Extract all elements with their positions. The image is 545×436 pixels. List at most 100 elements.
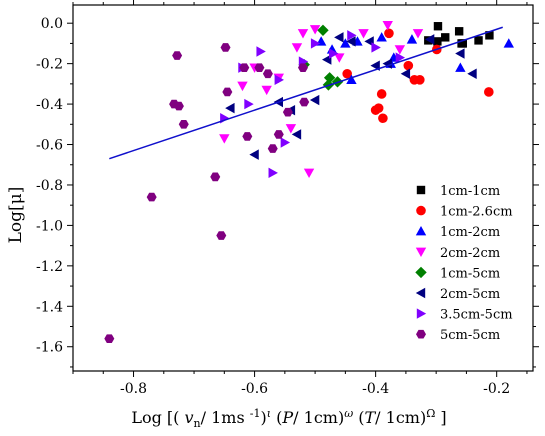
legend-label: 1cm-2cm	[440, 225, 500, 240]
x-axis-title-part: / 1ms	[201, 408, 250, 427]
plot-frame	[72, 4, 534, 372]
legend: 1cm-1cm 1cm-2.6cm 1cm-2cm 2cm-2cm 1cm-5cm 2cm…	[415, 184, 513, 343]
data-point	[317, 24, 329, 36]
y-tick-label: -1.6	[36, 340, 63, 356]
legend-label: 2cm-5cm	[440, 287, 500, 302]
y-axis-title: Log[μ]	[6, 187, 26, 244]
data-point	[342, 68, 352, 79]
data-point	[454, 27, 464, 36]
data-point	[268, 167, 278, 179]
x-axis-title-part: (	[353, 408, 364, 427]
x-axis-title-part: Ω	[426, 407, 435, 420]
x-axis-title-part: -1	[250, 407, 261, 420]
series-1cm-2.6cm	[342, 28, 494, 124]
y-tick-label: -1.0	[36, 218, 63, 234]
data-point	[378, 113, 388, 124]
x-axis-title-part: / 1cm)	[293, 408, 344, 427]
data-point	[395, 52, 406, 63]
data-point	[219, 134, 230, 144]
data-point	[309, 25, 321, 35]
data-point	[146, 192, 157, 202]
data-point	[394, 45, 406, 55]
data-point	[384, 28, 394, 39]
x-tick-label: -0.8	[120, 381, 147, 397]
data-point	[382, 58, 392, 69]
data-point	[256, 46, 266, 57]
data-point	[298, 63, 308, 73]
data-point	[503, 38, 514, 48]
data-point	[467, 68, 477, 79]
x-axis-title-part: ω	[344, 407, 353, 420]
x-axis-title-part: ]	[435, 408, 446, 427]
legend-label: 2cm-2cm	[440, 246, 500, 261]
data-point	[220, 43, 231, 52]
x-axis-title-part: / 1cm)	[375, 408, 426, 427]
data-point	[455, 62, 466, 72]
data-point	[254, 63, 265, 73]
data-point	[400, 68, 411, 79]
legend-label: 1cm-5cm	[440, 266, 500, 281]
plot-layer	[104, 21, 514, 343]
data-point	[406, 34, 418, 44]
data-point	[329, 48, 339, 59]
data-point	[173, 101, 184, 111]
data-point	[262, 69, 273, 79]
data-point	[403, 60, 414, 71]
data-point	[291, 129, 302, 140]
data-point	[376, 89, 387, 99]
data-point	[370, 105, 381, 115]
data-point	[216, 231, 227, 240]
data-point	[346, 74, 357, 85]
x-axis-title-part: P	[281, 408, 293, 427]
legend-marker	[415, 247, 427, 257]
data-point	[334, 32, 344, 43]
data-point	[282, 107, 293, 117]
data-point	[239, 63, 250, 73]
legend-marker	[416, 185, 426, 195]
data-point	[104, 334, 115, 343]
x-axis-title: Log [( vn/ 1ms -1)ι (P/ 1cm)ω (T/ 1cm)Ω …	[131, 407, 446, 430]
data-point	[334, 53, 345, 63]
series-2cm-2cm	[219, 21, 424, 179]
data-point	[225, 102, 235, 114]
data-point	[412, 29, 424, 39]
data-point	[249, 149, 259, 160]
data-point	[178, 119, 189, 129]
data-point	[474, 36, 483, 45]
data-point	[484, 87, 494, 97]
y-tick-label: -1.4	[36, 299, 63, 315]
data-point	[309, 94, 320, 106]
legend-marker	[415, 226, 427, 236]
data-point	[323, 72, 336, 84]
data-point	[370, 60, 380, 71]
legend-marker	[415, 287, 426, 299]
y-tick-label: -0.6	[36, 138, 63, 154]
data-point	[346, 36, 356, 47]
x-tick-label: -0.4	[362, 381, 389, 397]
data-point	[433, 22, 443, 31]
y-tick-label: -0.2	[36, 57, 63, 73]
data-point	[285, 124, 297, 134]
data-point	[415, 75, 425, 85]
data-point	[280, 137, 291, 148]
y-tick-label: -1.2	[36, 259, 63, 275]
data-point	[237, 81, 248, 92]
data-point	[210, 172, 221, 182]
data-point	[244, 98, 254, 110]
fit-line	[109, 26, 503, 160]
y-tick-label: 0.0	[41, 16, 63, 32]
x-axis-title-part: Log [(	[131, 408, 184, 427]
data-point	[441, 33, 450, 42]
data-point	[172, 51, 183, 60]
data-point	[299, 97, 310, 107]
data-point	[455, 48, 465, 59]
data-point	[458, 39, 467, 48]
data-point	[242, 132, 253, 141]
series-5cm-5cm	[104, 43, 310, 343]
x-tick-label: -0.2	[483, 381, 510, 397]
data-point	[376, 32, 387, 42]
data-point	[382, 21, 393, 31]
data-point	[310, 38, 321, 49]
